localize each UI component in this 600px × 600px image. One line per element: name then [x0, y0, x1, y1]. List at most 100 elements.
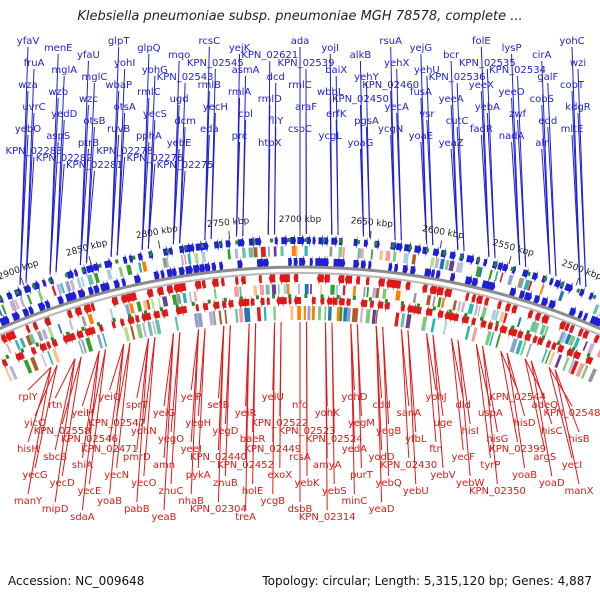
reverse-gene-arrow	[355, 273, 361, 288]
cog-track-block	[118, 266, 124, 278]
forward-gene-label: KPN_02460	[362, 80, 419, 91]
reverse-gene-label: yeiR	[235, 408, 257, 419]
cog-track-block	[412, 292, 417, 304]
forward-gene-label: cobS	[530, 94, 554, 105]
cog-track-block	[109, 308, 114, 319]
minor-tick	[416, 303, 421, 308]
cog-track-block	[40, 353, 48, 368]
cog-track-block	[400, 313, 406, 328]
cog-track-block	[529, 321, 537, 333]
forward-label-line	[116, 112, 126, 256]
reverse-label-line	[356, 324, 362, 469]
forward-gene-arrow	[122, 253, 128, 267]
reverse-gene-arrow	[45, 339, 52, 352]
reverse-gene-label: KPN_02523	[279, 426, 336, 437]
forward-gene-label: yohI	[114, 58, 135, 69]
cog-track-block	[357, 248, 362, 259]
forward-gene-label: yohG	[142, 65, 168, 76]
reverse-gene-label: KPN_02350	[469, 486, 526, 497]
cog-track-block	[339, 307, 343, 322]
reverse-gene-arrow	[202, 300, 209, 314]
reverse-gene-arrow	[386, 276, 394, 291]
forward-label-line	[456, 126, 465, 252]
reverse-label-line	[81, 350, 100, 459]
cog-track-block	[525, 343, 532, 358]
forward-gene-label: folE	[472, 36, 491, 47]
reverse-gene-label: dsbB	[288, 504, 313, 515]
cog-track-block	[152, 320, 157, 335]
reverse-gene-arrow	[324, 271, 330, 286]
forward-gene-arrow	[318, 234, 325, 248]
forward-label-line	[335, 119, 339, 235]
cog-track-block	[253, 247, 258, 258]
cog-track-block	[267, 246, 271, 257]
forward-gene-label: KPN_02536	[429, 72, 486, 83]
reverse-gene-arrow	[344, 272, 353, 287]
minor-tick	[576, 288, 581, 294]
forward-gene-label: dcm	[174, 116, 196, 127]
scale-tick	[20, 277, 25, 286]
reverse-gene-label: yedA	[342, 444, 367, 455]
reverse-gene-arrow	[30, 345, 37, 358]
cog-track-block	[271, 284, 277, 295]
reverse-gene-arrow	[331, 294, 338, 308]
cog-track-block	[499, 272, 504, 283]
scale-label: 2600 kbp	[421, 224, 465, 241]
cog-track-block	[527, 280, 533, 291]
reverse-label-line	[451, 338, 464, 451]
minor-tick	[476, 258, 481, 263]
forward-gene-label: zwf	[509, 109, 526, 120]
cog-track-block	[474, 305, 479, 316]
reverse-gene-arrow	[180, 303, 188, 317]
reverse-gene-arrow	[484, 294, 490, 309]
reverse-gene-arrow	[178, 280, 187, 295]
forward-gene-label: fliY	[268, 116, 284, 127]
cog-track-block	[471, 327, 478, 342]
reverse-gene-arrow	[480, 317, 487, 330]
cog-track-block	[130, 325, 136, 340]
cog-track-block	[342, 285, 346, 296]
forward-gene-label: yfaU	[77, 50, 100, 61]
reverse-gene-label: manY	[14, 496, 43, 507]
cog-track-block	[1, 304, 7, 315]
reverse-gene-arrow	[517, 328, 524, 341]
cog-track-block	[352, 285, 357, 297]
reverse-gene-arrow	[425, 305, 433, 319]
forward-gene-label: yeeO	[499, 87, 525, 98]
forward-gene-arrow	[466, 253, 475, 266]
cog-track-block	[448, 260, 455, 272]
cog-track-block	[395, 290, 401, 301]
cog-track-block	[0, 308, 3, 317]
forward-gene-arrow	[403, 241, 413, 255]
reverse-gene-label: yeiH	[71, 408, 93, 419]
forward-label-line	[110, 134, 120, 257]
forward-gene-label: ugd	[170, 94, 189, 105]
forward-gene-label: ada	[291, 36, 310, 47]
cog-track-block	[354, 308, 359, 323]
cog-track-block	[57, 323, 63, 334]
accession-text: Accession: NC_009648	[8, 574, 145, 588]
reverse-gene-arrow	[120, 316, 125, 329]
cog-track-block	[411, 254, 417, 265]
minor-tick	[64, 272, 69, 278]
cog-track-block	[434, 257, 440, 269]
forward-gene-arrow	[497, 260, 503, 273]
cog-track-block	[235, 308, 239, 323]
reverse-gene-label: yohD	[341, 392, 367, 403]
reverse-gene-label: uspA	[478, 408, 503, 419]
cog-track-block	[342, 247, 346, 258]
forward-gene-arrow	[589, 314, 598, 328]
forward-label-line	[426, 119, 434, 246]
forward-gene-label: mglC	[82, 72, 108, 83]
cog-track-block	[126, 264, 133, 276]
minor-tick	[5, 354, 10, 360]
forward-gene-label: yejG	[410, 43, 433, 54]
cog-track-block	[9, 365, 18, 380]
cog-track-block	[259, 284, 265, 296]
cog-track-block	[141, 261, 148, 272]
cog-track-block	[162, 296, 169, 307]
reverse-label-line	[81, 351, 100, 511]
cog-track-block	[76, 277, 82, 289]
forward-gene-arrow	[188, 241, 195, 255]
